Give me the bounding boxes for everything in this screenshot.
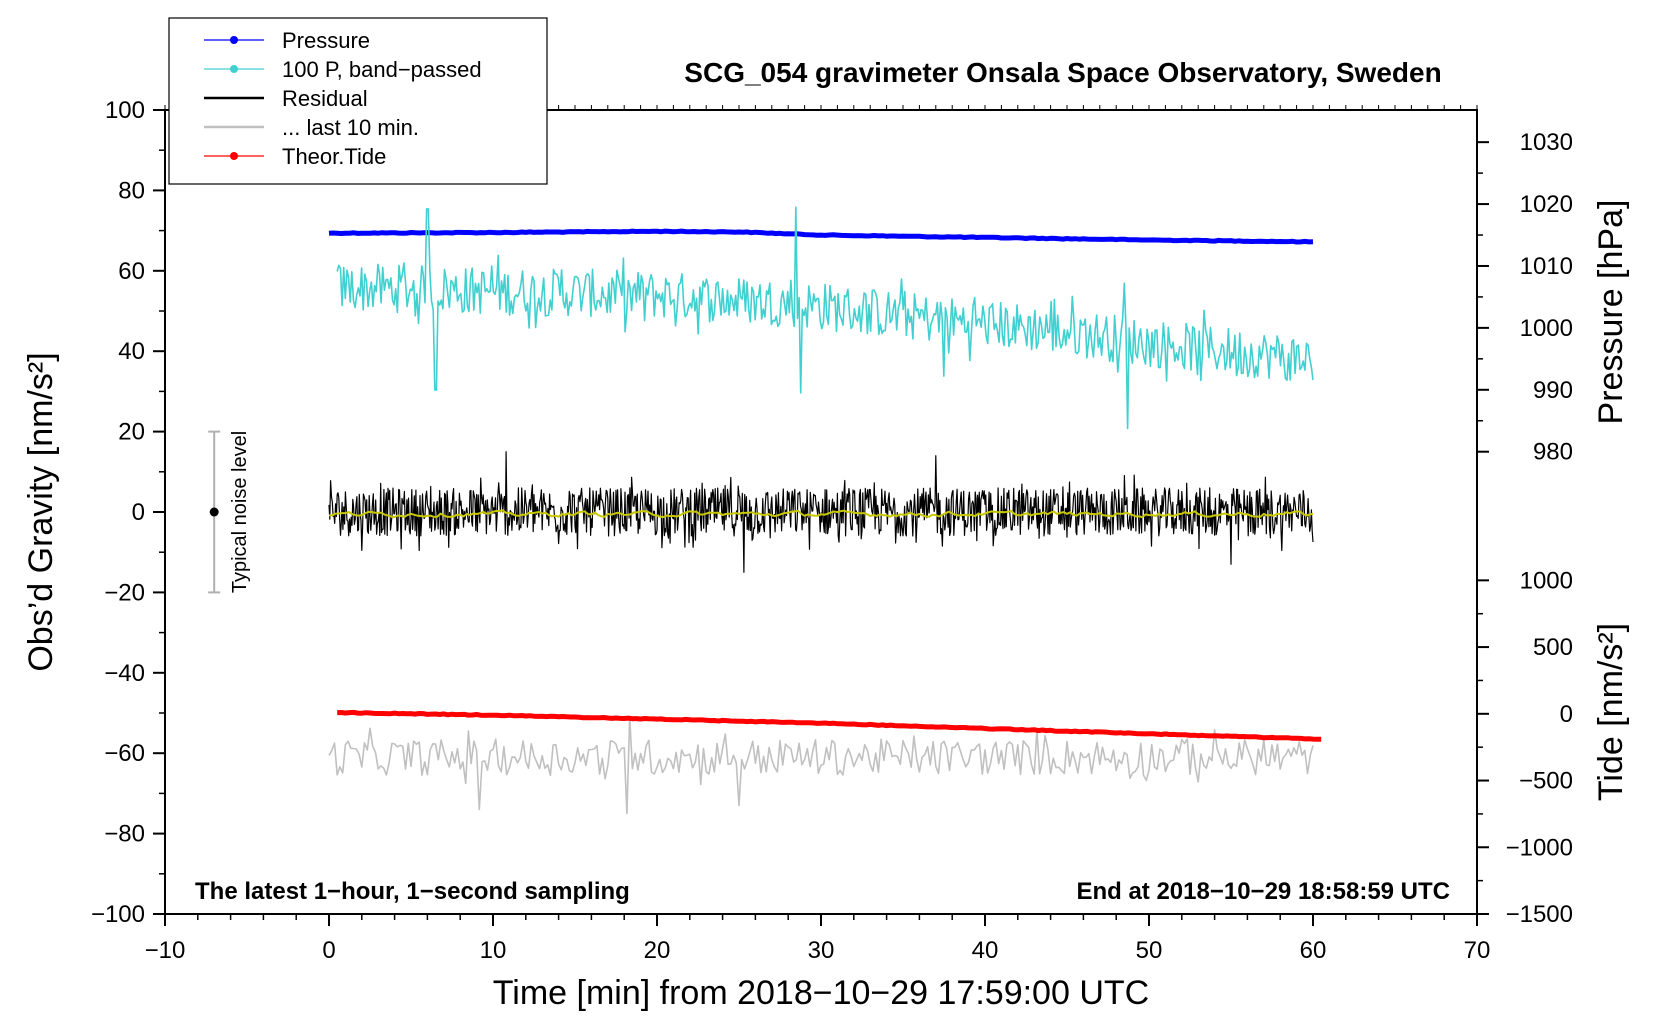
pressure-axis-tick-label: 1030 [1520,129,1573,156]
y-tick-label: 20 [118,419,145,446]
legend-marker [230,36,238,44]
legend-item: Theor.Tide [204,144,386,169]
pressure-axis-tick-label: 1020 [1520,191,1573,218]
legend-marker [230,152,238,160]
series-residual-smoothed-line [328,509,1314,519]
noise-label: Typical noise level [229,431,251,593]
axes-layer: −10 0 10 20 30 40 50 60 70−100−80−60−40−20020406… [91,97,1573,964]
legend-marker [230,65,238,73]
tide-axis-tick-label: 1000 [1520,567,1573,594]
tide-axis-tick-label: 500 [1533,634,1573,661]
x-tick-label: 60 [1300,937,1327,964]
y-tick-label: −40 [104,660,145,687]
y-axis-label: Obs’d Gravity [nm/s²] [22,352,60,671]
tide-axis-label: Tide [nm/s²] [1592,623,1630,801]
pressure-axis-tick-label: 990 [1533,377,1573,404]
pressure-axis-tick-label: 980 [1533,439,1573,466]
x-tick-label: 30 [808,937,835,964]
series-residual [328,451,1314,573]
legend-item: ... last 10 min. [204,115,419,140]
series-theor-tide-line [337,709,1322,742]
series-theor-tide [337,709,1322,742]
legend-item: Residual [204,86,368,111]
series-residual-smoothed [328,509,1314,519]
y-tick-label: −60 [104,740,145,767]
y-tick-label: −80 [104,821,145,848]
series-100-p-band-passed [336,206,1314,430]
x-tick-label: 40 [972,937,999,964]
legend-label: 100 P, band−passed [282,57,482,82]
y-tick-label: 0 [132,499,145,526]
tide-axis-tick-label: 0 [1560,701,1573,728]
legend-label: Theor.Tide [282,144,386,169]
pressure-axis-label: Pressure [hPa] [1592,200,1630,425]
x-tick-label: 20 [644,937,671,964]
tide-axis-tick-label: −1000 [1506,834,1573,861]
x-tick-label: 70 [1464,937,1491,964]
series--last-10-min [328,716,1314,815]
y-tick-label: −100 [91,901,145,928]
legend-item: Pressure [204,28,370,53]
tide-axis-tick-label: −500 [1519,768,1573,795]
series-pressure-line [328,228,1314,245]
chart-title: SCG_054 gravimeter Onsala Space Observat… [684,57,1441,88]
series--last-10-min-line [328,716,1314,815]
y-tick-label: 80 [118,177,145,204]
x-tick-label: −10 [145,937,186,964]
legend: Pressure 100 P, band−passed Residual ... la… [168,17,548,185]
x-tick-label: 10 [480,937,507,964]
sampling-note: The latest 1−hour, 1−second sampling [195,878,630,905]
tide-axis-tick-label: −1500 [1506,901,1573,928]
legend-item: 100 P, band−passed [204,57,482,82]
y-tick-label: −20 [104,579,145,606]
series-residual-line [328,451,1314,573]
pressure-axis-tick-label: 1000 [1520,315,1573,342]
legend-label: Pressure [282,28,370,53]
noise-center-dot [209,507,219,517]
y-tick-label: 40 [118,338,145,365]
y-tick-label: 100 [105,97,145,124]
x-tick-label: 0 [322,937,335,964]
noise-indicator: Typical noise level [208,430,251,594]
series-layer [328,206,1322,815]
end-time-note: End at 2018−10−29 18:58:59 UTC [1076,878,1450,905]
legend-label: ... last 10 min. [282,115,419,140]
pressure-axis-tick-label: 1010 [1520,253,1573,280]
x-tick-label: 50 [1136,937,1163,964]
series-100-p-band-passed-line [336,206,1314,430]
x-axis-label: Time [min] from 2018−10−29 17:59:00 UTC [493,974,1149,1012]
series-pressure [328,228,1314,245]
legend-label: Residual [282,86,368,111]
y-tick-label: 60 [118,258,145,285]
